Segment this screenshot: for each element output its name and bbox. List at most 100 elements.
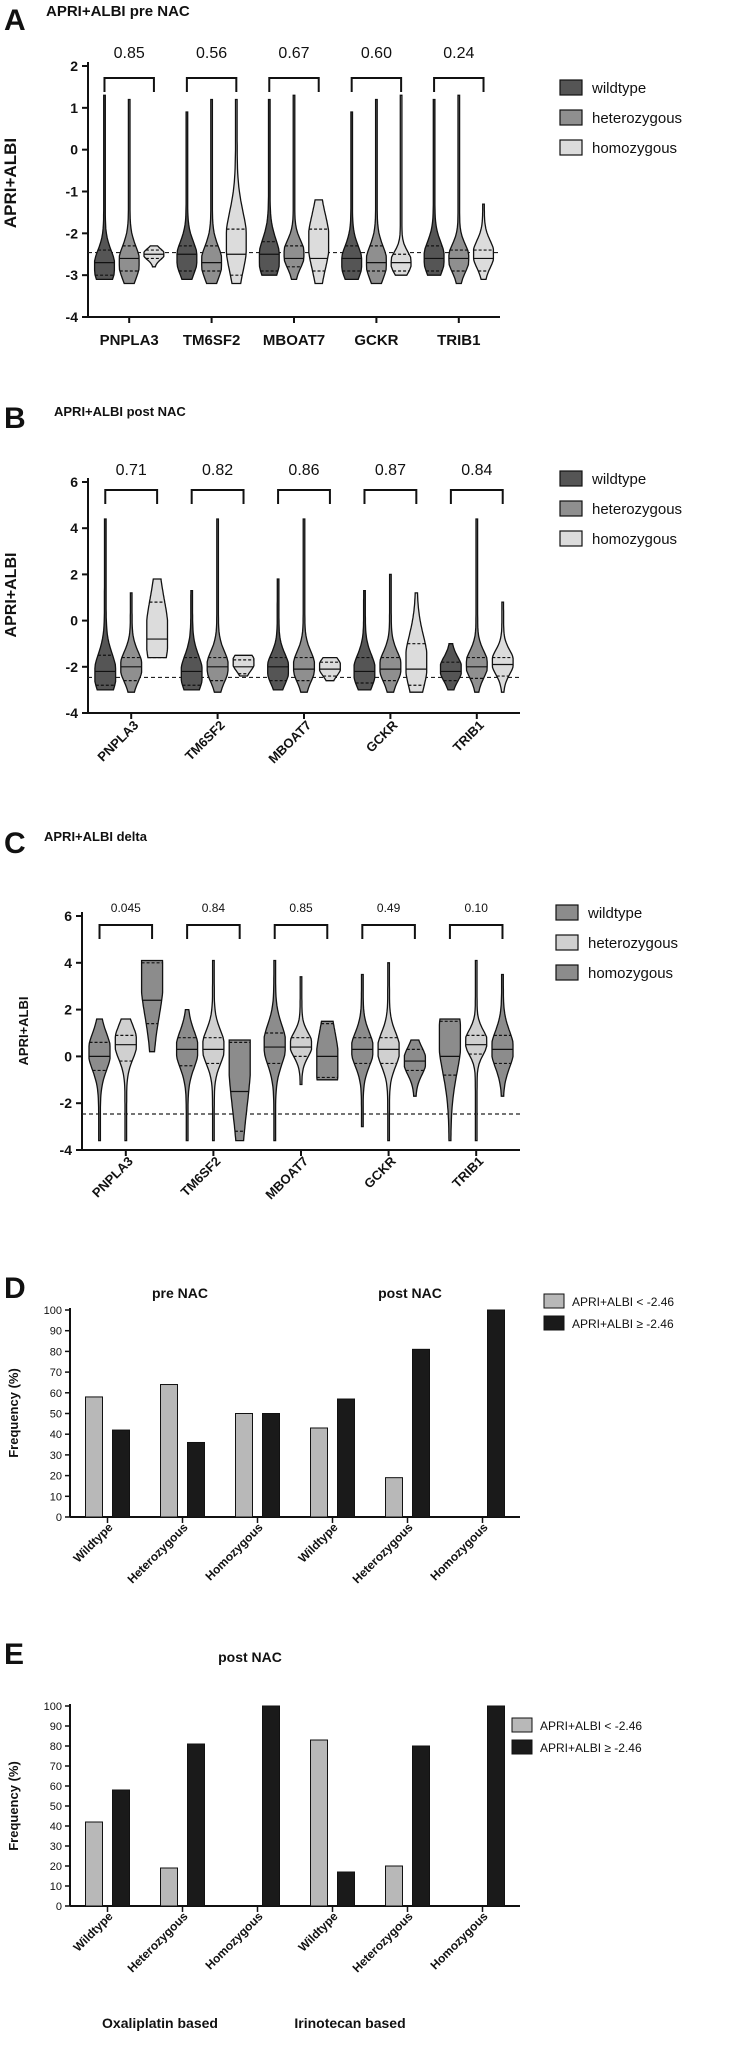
violin-wildtype [351, 973, 374, 1128]
significance-bracket [104, 489, 159, 504]
legend-swatch-wildtype [559, 79, 583, 96]
violin-heterozygous [289, 976, 313, 1086]
violin-wildtype [438, 1018, 462, 1142]
legend-swatch [543, 1293, 565, 1309]
significance-bracket [449, 489, 504, 504]
category-label: Wildtype [295, 1520, 340, 1565]
p-value-label: 0.82 [202, 462, 233, 479]
panel-c: C APRI+ALBI delta APRI+ALBI -4 -2 0 2 4 6 0.045 PN… [4, 827, 678, 1202]
category-label: PNPLA3 [100, 332, 159, 349]
panel-letter: D [4, 1272, 26, 1305]
p-value-label: 0.49 [377, 901, 401, 915]
legend-label: APRI+ALBI ≥ -2.46 [572, 1317, 674, 1331]
y-tick-label: 2 [70, 58, 78, 74]
y-axis-label: Frequency (%) [6, 1761, 21, 1851]
y-tick-label: 0 [64, 1048, 72, 1064]
bar-above-threshold [487, 1705, 505, 1907]
y-axis-label: APRI+ALBI [3, 553, 20, 638]
significance-bracket [185, 77, 238, 92]
y-tick-label: -4 [66, 309, 79, 325]
y-tick-label: -1 [66, 184, 79, 200]
y-tick-label: 90 [50, 1326, 62, 1338]
category-label: Homozygous [202, 1909, 265, 1972]
bar-above-threshold [412, 1348, 430, 1518]
p-value-label: 0.85 [289, 901, 313, 915]
category-label: GCKR [354, 332, 398, 349]
p-value-label: 0.84 [461, 462, 492, 479]
legend-swatch-wildtype [555, 904, 579, 921]
panel-letter: B [4, 402, 26, 435]
category-label: Homozygous [427, 1909, 490, 1972]
violin-wildtype [263, 959, 286, 1142]
violin-homozygous [228, 1039, 251, 1142]
violin-heterozygous [377, 962, 400, 1142]
group-label: post NAC [378, 1285, 442, 1301]
group-label: Irinotecan based [294, 2015, 405, 2031]
category-label: TRIB1 [437, 332, 480, 349]
y-tick-label: 2 [64, 1002, 72, 1018]
violin-heterozygous [118, 98, 140, 285]
p-value-label: 0.84 [202, 901, 226, 915]
category-label: PNPLA3 [94, 718, 141, 765]
significance-bracket [186, 924, 241, 939]
violin-homozygous [491, 601, 514, 693]
violin-heterozygous [114, 1018, 137, 1142]
y-axis-label: APRI+ALBI [16, 997, 31, 1066]
violin-wildtype [439, 643, 462, 691]
y-tick-label: 6 [70, 474, 78, 490]
category-label: Wildtype [70, 1520, 115, 1565]
bar-above-threshold [487, 1309, 505, 1518]
significance-bracket [98, 924, 154, 939]
y-tick-label: 50 [50, 1409, 62, 1421]
legend-label: wildtype [591, 80, 646, 97]
category-label: Wildtype [70, 1909, 115, 1954]
y-tick-label: 1 [70, 100, 78, 116]
violin-wildtype [258, 98, 280, 276]
bar-above-threshold [112, 1429, 130, 1518]
y-tick-label: 80 [50, 1741, 62, 1753]
legend-label: APRI+ALBI < -2.46 [540, 1719, 642, 1733]
legend-swatch [543, 1315, 565, 1331]
p-value-label: 0.86 [288, 462, 319, 479]
y-tick-label: -2 [60, 1095, 73, 1111]
violin-homozygous [146, 578, 169, 659]
legend-swatch-heterozygous [559, 500, 583, 517]
panel-letter: A [4, 4, 26, 37]
legend-label: wildtype [587, 905, 642, 922]
violin-homozygous [308, 199, 330, 285]
violin-heterozygous [283, 94, 305, 281]
y-tick-label: -2 [66, 659, 79, 675]
violin-wildtype [341, 111, 363, 281]
violin-wildtype [423, 98, 445, 276]
violin-homozygous [316, 1020, 339, 1081]
p-value-label: 0.60 [361, 45, 392, 62]
violin-wildtype [93, 94, 116, 281]
legend-label: heterozygous [592, 501, 682, 518]
legend-swatch-wildtype [559, 470, 583, 487]
violin-wildtype [94, 518, 117, 691]
significance-bracket [350, 77, 403, 92]
p-value-label: 0.67 [278, 45, 309, 62]
violin-heterozygous [448, 94, 470, 285]
y-tick-label: 40 [50, 1429, 62, 1441]
y-tick-label: 100 [44, 1305, 62, 1317]
group-label: Oxaliplatin based [102, 2015, 218, 2031]
category-label: TM6SF2 [178, 1154, 224, 1200]
panel-b: B APRI+ALBI post NAC APRI+ALBI -4 -2 0 2 4 6 0.71… [3, 402, 682, 766]
y-tick-label: 30 [50, 1450, 62, 1462]
violin-heterozygous [465, 518, 488, 693]
p-value-label: 0.24 [443, 45, 474, 62]
legend-label: APRI+ALBI ≥ -2.46 [540, 1741, 642, 1755]
violin-wildtype [353, 589, 376, 691]
violin-wildtype [267, 578, 290, 691]
bar-below-threshold [160, 1384, 178, 1518]
significance-bracket [433, 77, 485, 92]
bar-below-threshold [310, 1739, 328, 1907]
category-label: Heterozygous [125, 1909, 191, 1975]
category-label: TRIB1 [450, 718, 487, 755]
violin-wildtype [88, 1018, 111, 1142]
panel-title: APRI+ALBI post NAC [54, 404, 186, 419]
y-tick-label: 0 [70, 613, 78, 629]
